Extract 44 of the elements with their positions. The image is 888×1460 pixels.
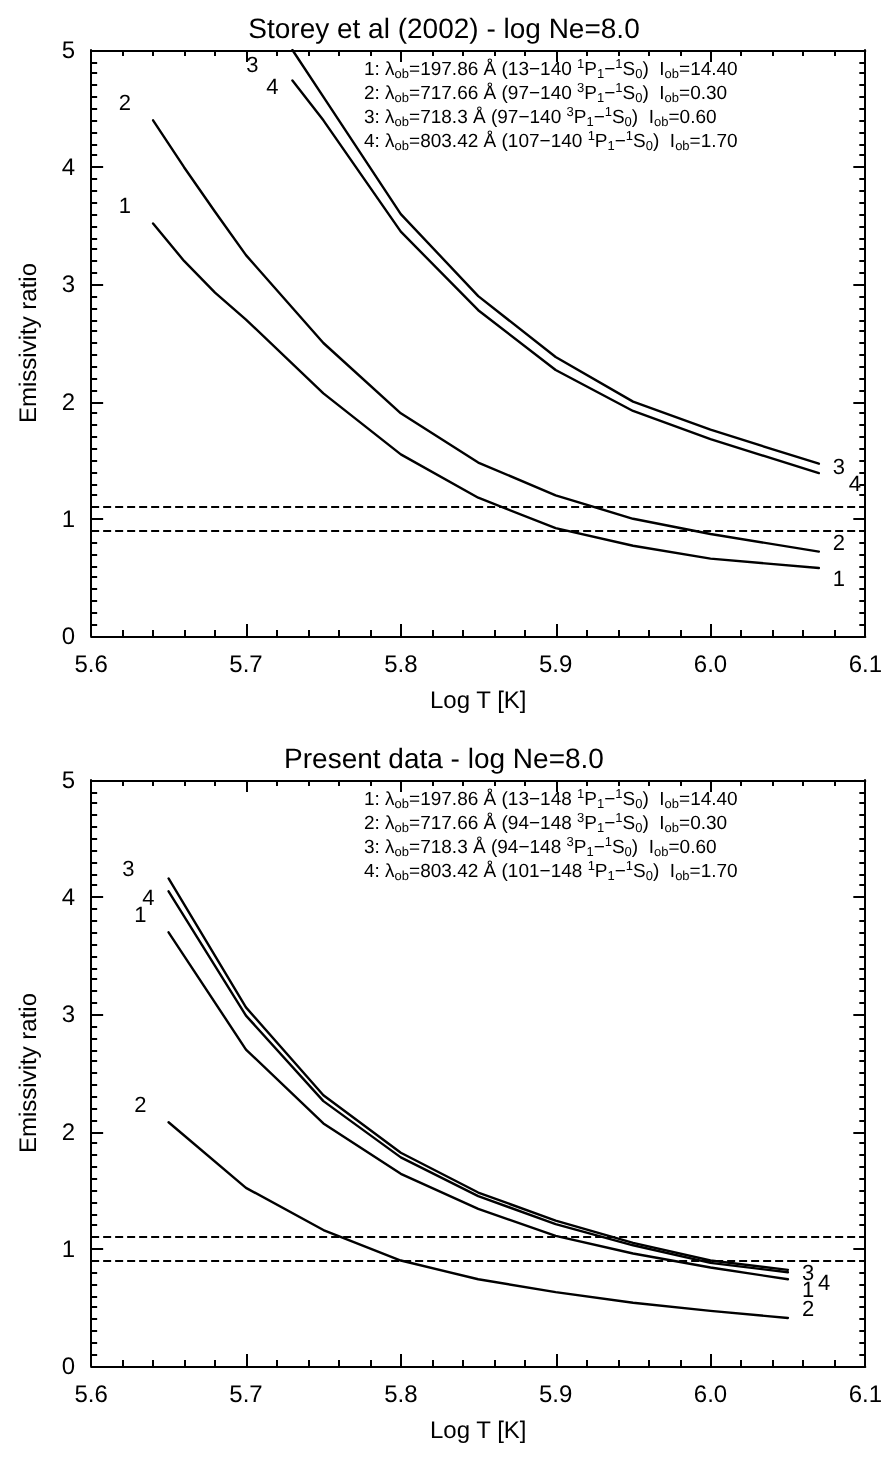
x-tick-label: 6.0 <box>693 1380 728 1408</box>
y-tick-label: 4 <box>61 153 76 182</box>
y-tick-label: 5 <box>61 36 76 64</box>
x-tick-label: 6.0 <box>693 650 728 678</box>
x-tick-label: 5.9 <box>538 1380 573 1408</box>
legend-label: 4 <box>848 473 862 498</box>
x-tick-label: 5.6 <box>74 1380 109 1408</box>
y-axis-title: Emissivity ratio <box>14 992 42 1154</box>
text: 1 <box>118 195 132 220</box>
text: 4 <box>266 76 279 101</box>
x-axis-title: Log T [K] <box>429 686 527 714</box>
chart-title: Present data - log Ne=8.0 <box>284 742 605 774</box>
y-tick-label: 0 <box>61 622 76 650</box>
y-tick-label: 1 <box>61 504 76 533</box>
text: 4 <box>142 887 155 912</box>
x-tick-label: 6.1 <box>848 650 883 678</box>
x-tick-label: 5.7 <box>229 1380 264 1408</box>
text: 1 <box>134 904 147 929</box>
text: 2 <box>118 92 132 117</box>
y-tick-label: 3 <box>61 270 76 299</box>
y-axis-title: Emissivity ratio <box>14 262 42 424</box>
x-tick-label: 5.8 <box>384 650 419 678</box>
x-tick-label: 5.7 <box>229 650 264 678</box>
y-tick-label: 5 <box>61 766 76 794</box>
text: 3 <box>122 858 135 883</box>
x-axis-title: Log T [K] <box>429 1416 527 1444</box>
legend-label: 2 <box>832 531 846 556</box>
legend-label: 4 <box>817 1272 831 1297</box>
legend-label: 3 <box>832 455 846 480</box>
y-tick-label: 2 <box>61 387 76 416</box>
text: 3 <box>246 54 259 78</box>
y-tick-label: 4 <box>61 883 76 912</box>
legend-label: 2 <box>801 1297 815 1322</box>
legend-label: 1 <box>832 568 846 593</box>
y-tick-label: 2 <box>61 1117 76 1146</box>
y-tick-label: 3 <box>61 1000 76 1029</box>
x-tick-label: 5.6 <box>74 650 109 678</box>
chart-title: Storey et al (2002) - log Ne=8.0 <box>248 12 641 44</box>
x-tick-label: 5.8 <box>384 1380 419 1408</box>
y-tick-label: 0 <box>61 1352 76 1380</box>
x-tick-label: 5.9 <box>538 650 573 678</box>
x-tick-label: 6.1 <box>848 1380 883 1408</box>
text: 2 <box>134 1094 147 1119</box>
y-tick-label: 1 <box>61 1234 76 1263</box>
